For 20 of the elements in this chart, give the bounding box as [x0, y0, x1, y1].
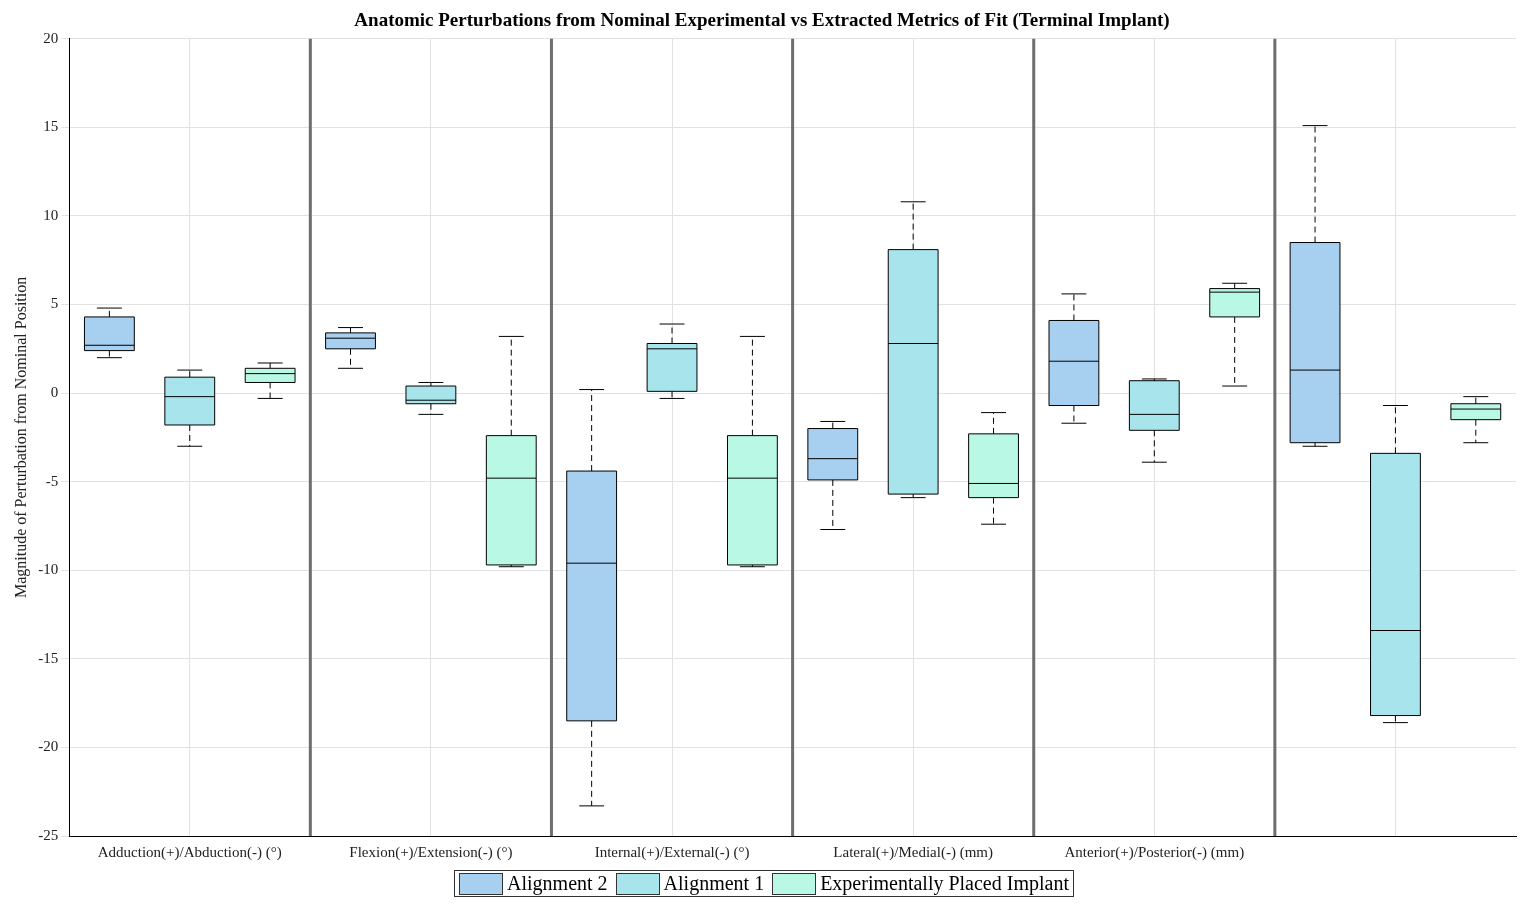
- y-tick-label: 10: [43, 206, 59, 223]
- y-tick-label: -5: [45, 472, 59, 489]
- y-tick-label: -10: [38, 561, 59, 578]
- y-tick-label: 5: [50, 295, 59, 312]
- y-tick-label: -15: [38, 649, 59, 666]
- x-tick-label: Adduction(+)/Abduction(-) (°): [97, 843, 282, 861]
- x-tick-label: Flexion(+)/Extension(-) (°): [349, 843, 513, 861]
- x-tick-label: Lateral(+)/Medial(-) (mm): [833, 843, 993, 861]
- x-tick-label: Internal(+)/External(-) (°): [594, 843, 750, 861]
- x-tick-label: Anterior(+)/Posterior(-) (mm): [1064, 843, 1245, 861]
- chart-title: Anatomic Perturbations from Nominal Experimental vs Extracted Metrics of Fit (Terminal Implant): [354, 9, 1170, 32]
- legend-label: Experimentally Placed Implant: [820, 872, 1069, 895]
- y-tick-label: -20: [38, 738, 59, 755]
- y-axis-title: Magnitude of Perturbation from Nominal Position: [11, 276, 30, 599]
- y-tick-label: 15: [43, 118, 59, 135]
- y-tick-label: 20: [43, 29, 59, 46]
- legend-label: Alignment 1: [663, 872, 765, 895]
- y-tick-label: -25: [38, 826, 59, 843]
- legend-label: Alignment 2: [507, 872, 608, 895]
- y-tick-label: 0: [50, 384, 59, 401]
